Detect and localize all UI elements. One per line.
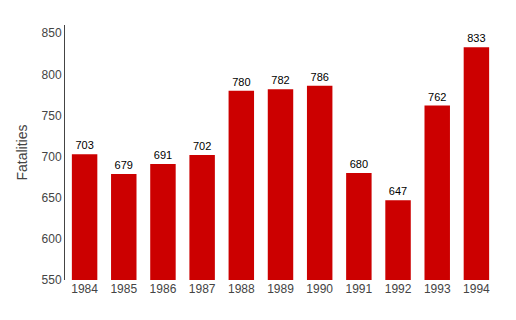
svg-text:1989: 1989	[267, 282, 294, 296]
svg-text:600: 600	[42, 232, 62, 246]
svg-text:1984: 1984	[71, 282, 98, 296]
svg-text:850: 850	[42, 26, 62, 40]
svg-text:750: 750	[42, 109, 62, 123]
svg-text:833: 833	[467, 32, 485, 44]
svg-text:550: 550	[42, 273, 62, 287]
svg-text:800: 800	[42, 68, 62, 82]
svg-text:1987: 1987	[189, 282, 216, 296]
svg-text:1994: 1994	[463, 282, 490, 296]
svg-text:650: 650	[42, 191, 62, 205]
svg-text:786: 786	[311, 71, 329, 83]
svg-text:680: 680	[350, 158, 368, 170]
svg-text:1985: 1985	[110, 282, 137, 296]
svg-text:703: 703	[75, 139, 93, 151]
svg-text:700: 700	[42, 150, 62, 164]
svg-text:691: 691	[154, 149, 172, 161]
svg-text:647: 647	[389, 185, 407, 197]
svg-text:762: 762	[428, 91, 446, 103]
svg-text:1991: 1991	[346, 282, 373, 296]
svg-text:679: 679	[115, 159, 133, 171]
svg-text:1992: 1992	[385, 282, 412, 296]
svg-text:1990: 1990	[306, 282, 333, 296]
svg-text:1993: 1993	[424, 282, 451, 296]
svg-text:Fatalities: Fatalities	[14, 124, 30, 180]
svg-text:1986: 1986	[150, 282, 177, 296]
svg-text:1988: 1988	[228, 282, 255, 296]
svg-text:782: 782	[271, 74, 289, 86]
svg-text:702: 702	[193, 140, 211, 152]
svg-text:780: 780	[232, 76, 250, 88]
